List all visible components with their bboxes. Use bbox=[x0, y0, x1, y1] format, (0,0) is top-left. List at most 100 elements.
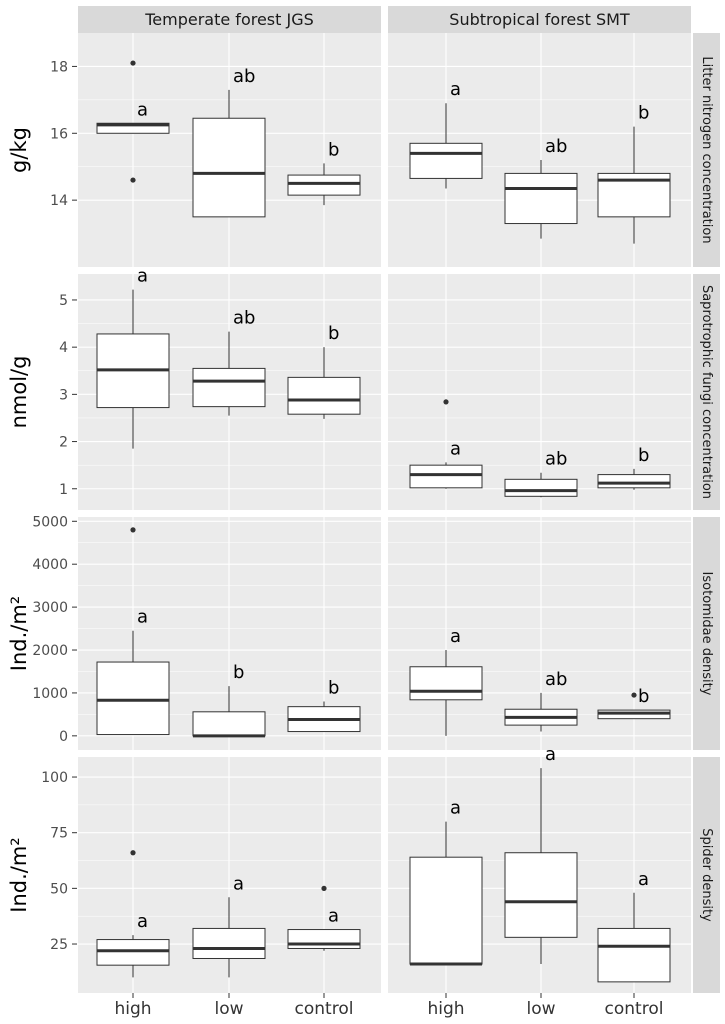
x-tick-label: low bbox=[526, 999, 555, 1019]
iqr-box bbox=[192, 927, 266, 959]
significance-letter: b bbox=[638, 686, 649, 707]
significance-letter: b bbox=[638, 103, 649, 124]
outlier-point bbox=[130, 60, 136, 66]
boxplot-control: b bbox=[597, 103, 671, 244]
outlier-point bbox=[130, 177, 136, 183]
boxplot-high: a bbox=[96, 60, 170, 183]
y-tick-label: 0 bbox=[59, 729, 68, 745]
column-strip-label: Temperate forest JGS bbox=[144, 10, 314, 29]
significance-letter: b bbox=[328, 323, 339, 344]
significance-letter: a bbox=[638, 869, 649, 890]
outlier-point bbox=[130, 527, 136, 533]
iqr-box bbox=[409, 666, 483, 701]
iqr-box bbox=[409, 464, 483, 489]
iqr-box bbox=[96, 939, 170, 966]
y-tick-label: 1 bbox=[59, 482, 68, 498]
y-tick-label: 3 bbox=[59, 387, 68, 403]
significance-letter: a bbox=[137, 99, 148, 120]
boxplot-high: a bbox=[96, 527, 170, 736]
column-strip-label: Subtropical forest SMT bbox=[449, 10, 630, 29]
y-tick-label: 2000 bbox=[32, 643, 68, 659]
significance-letter: a bbox=[450, 626, 461, 647]
iqr-box bbox=[96, 661, 170, 736]
iqr-box bbox=[96, 122, 170, 134]
row-strip-label: Spider density bbox=[699, 828, 714, 922]
significance-letter: b bbox=[638, 445, 649, 466]
significance-letter: a bbox=[137, 266, 148, 287]
row-strip-label: Litter nitrogen concentration bbox=[699, 56, 714, 243]
boxplot-low: ab bbox=[192, 66, 266, 218]
boxplot-control: a bbox=[287, 885, 361, 951]
boxplot-low: ab bbox=[504, 669, 578, 732]
significance-letter: a bbox=[450, 79, 461, 100]
significance-letter: ab bbox=[545, 669, 567, 690]
y-tick-label: 3000 bbox=[32, 600, 68, 616]
outlier-point bbox=[321, 885, 327, 891]
boxplot-low: ab bbox=[504, 136, 578, 239]
iqr-box bbox=[504, 478, 578, 497]
outlier-point bbox=[130, 850, 136, 856]
iqr-box bbox=[192, 711, 266, 737]
iqr-box bbox=[409, 142, 483, 179]
iqr-box bbox=[287, 376, 361, 415]
x-tick-label: low bbox=[214, 999, 243, 1019]
boxplot-control: b bbox=[287, 323, 361, 419]
y-tick-label: 100 bbox=[41, 770, 68, 786]
x-tick-label: high bbox=[427, 999, 464, 1019]
boxplot-control: a bbox=[597, 869, 671, 983]
boxplot-high: a bbox=[409, 79, 483, 189]
boxplot-control: b bbox=[597, 686, 671, 720]
y-tick-label: 4000 bbox=[32, 557, 68, 573]
significance-letter: b bbox=[233, 662, 244, 683]
significance-letter: a bbox=[328, 906, 339, 927]
boxplot-high: a bbox=[409, 798, 483, 966]
boxplot-control: b bbox=[597, 445, 671, 490]
y-tick-label: 14 bbox=[50, 193, 68, 209]
y-tick-label: 5000 bbox=[32, 514, 68, 530]
boxplot-low: ab bbox=[504, 449, 578, 498]
significance-letter: ab bbox=[233, 66, 255, 87]
boxplot-control: b bbox=[287, 139, 361, 206]
iqr-box bbox=[192, 367, 266, 408]
iqr-box bbox=[192, 117, 266, 218]
iqr-box bbox=[597, 474, 671, 489]
outlier-point bbox=[443, 399, 449, 405]
boxplot-high: a bbox=[409, 626, 483, 736]
significance-letter: a bbox=[450, 798, 461, 819]
significance-letter: b bbox=[328, 139, 339, 160]
significance-letter: ab bbox=[233, 308, 255, 329]
boxplot-high: a bbox=[96, 266, 170, 449]
row-strip bbox=[693, 33, 720, 267]
significance-letter: a bbox=[545, 744, 556, 765]
significance-letter: a bbox=[233, 873, 244, 894]
significance-letter: a bbox=[137, 607, 148, 628]
boxplot-control: b bbox=[287, 678, 361, 733]
y-tick-label: 18 bbox=[50, 59, 68, 75]
y-tick-label: 5 bbox=[59, 293, 68, 309]
row-strip bbox=[693, 274, 720, 510]
y-tick-label: 2 bbox=[59, 435, 68, 451]
y-tick-label: 4 bbox=[59, 340, 68, 356]
boxplot-high: a bbox=[96, 850, 170, 978]
iqr-box bbox=[287, 174, 361, 196]
iqr-box bbox=[504, 852, 578, 938]
x-tick-label: control bbox=[295, 999, 354, 1019]
y-tick-label: 1000 bbox=[32, 686, 68, 702]
iqr-box bbox=[409, 856, 483, 965]
column-strip bbox=[78, 6, 381, 33]
significance-letter: b bbox=[328, 678, 339, 699]
iqr-box bbox=[287, 929, 361, 949]
y-tick-label: 25 bbox=[50, 937, 68, 953]
iqr-box bbox=[504, 172, 578, 225]
boxplot-low: a bbox=[192, 873, 266, 978]
row-strip-label: Isotomidae density bbox=[699, 572, 714, 696]
significance-letter: ab bbox=[545, 449, 567, 470]
significance-letter: a bbox=[137, 911, 148, 932]
y-axis-title: Ind./m² bbox=[7, 596, 31, 671]
y-axis-title: g/kg bbox=[7, 127, 31, 173]
significance-letter: a bbox=[450, 438, 461, 459]
outlier-point bbox=[631, 692, 637, 698]
boxplot-low: b bbox=[192, 662, 266, 738]
y-tick-label: 50 bbox=[50, 881, 68, 897]
